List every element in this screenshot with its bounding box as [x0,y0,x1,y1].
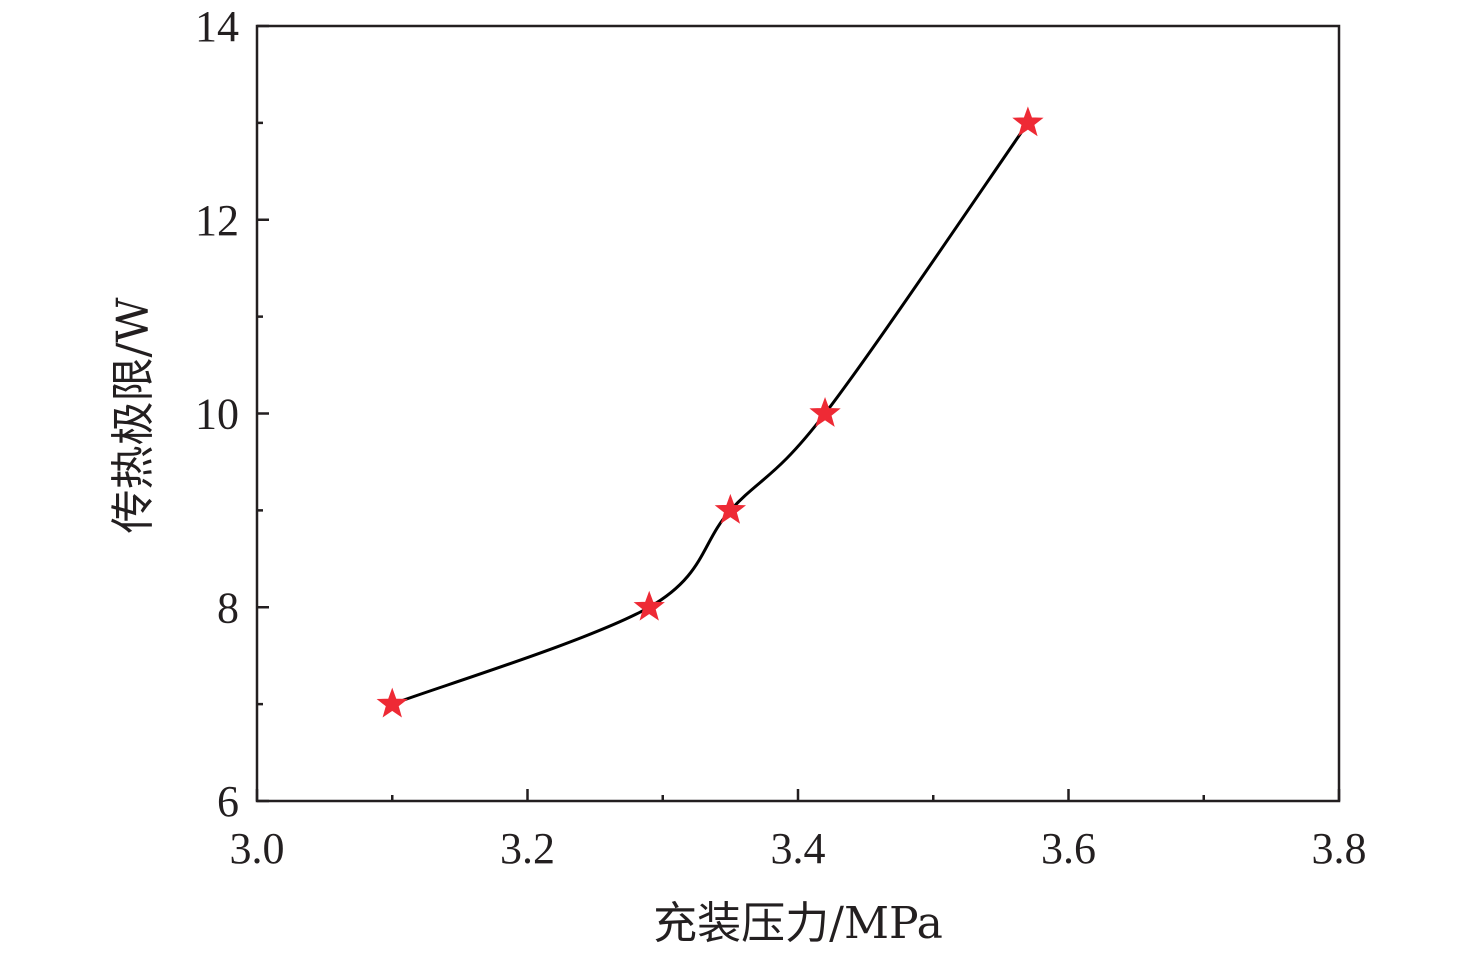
data-point-star [714,493,747,524]
plot-frame [255,24,1341,803]
y-tick-label: 8 [217,583,239,632]
series-line-layer [391,122,1030,706]
data-point-star [1012,106,1044,137]
data-point-star [633,590,665,621]
data-point-star [809,397,841,427]
x-axis-title: 充装压力/MPa [653,898,943,949]
x-tick-label: 3.6 [1041,824,1096,873]
y-tick-label: 6 [217,777,239,826]
tick-labels: 3.0 3.2 3.4 3.6 3.8 6 8 10 12 14 [195,2,1367,873]
series-line [391,122,1030,706]
y-tick-label: 10 [195,390,239,439]
x-tick-label: 3.8 [1312,824,1367,873]
x-tick-label: 3.0 [230,824,285,873]
data-point-star [376,687,408,718]
data-points [376,106,1044,718]
x-tick-label: 3.2 [500,824,555,873]
x-tick-label: 3.4 [771,824,826,873]
y-tick-label: 14 [195,2,239,51]
tick-marks [255,24,1341,803]
y-tick-label: 12 [195,196,239,245]
y-axis-title: 传热极限/W [108,297,159,534]
